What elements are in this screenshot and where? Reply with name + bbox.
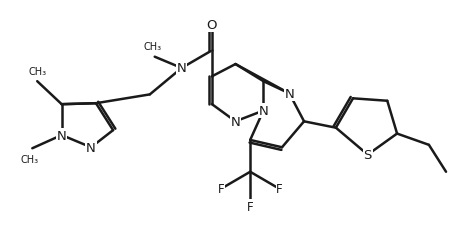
- Text: CH₃: CH₃: [21, 154, 39, 164]
- Text: O: O: [207, 19, 217, 32]
- Text: N: N: [284, 88, 294, 101]
- Text: F: F: [247, 200, 253, 213]
- Text: CH₃: CH₃: [143, 42, 162, 52]
- Text: N: N: [86, 141, 96, 154]
- Text: N: N: [177, 62, 187, 75]
- Text: N: N: [259, 105, 268, 118]
- Text: F: F: [276, 183, 283, 195]
- Text: N: N: [57, 129, 66, 142]
- Text: S: S: [364, 148, 372, 161]
- Text: CH₃: CH₃: [28, 67, 46, 77]
- Text: N: N: [231, 115, 240, 128]
- Text: F: F: [218, 183, 224, 195]
